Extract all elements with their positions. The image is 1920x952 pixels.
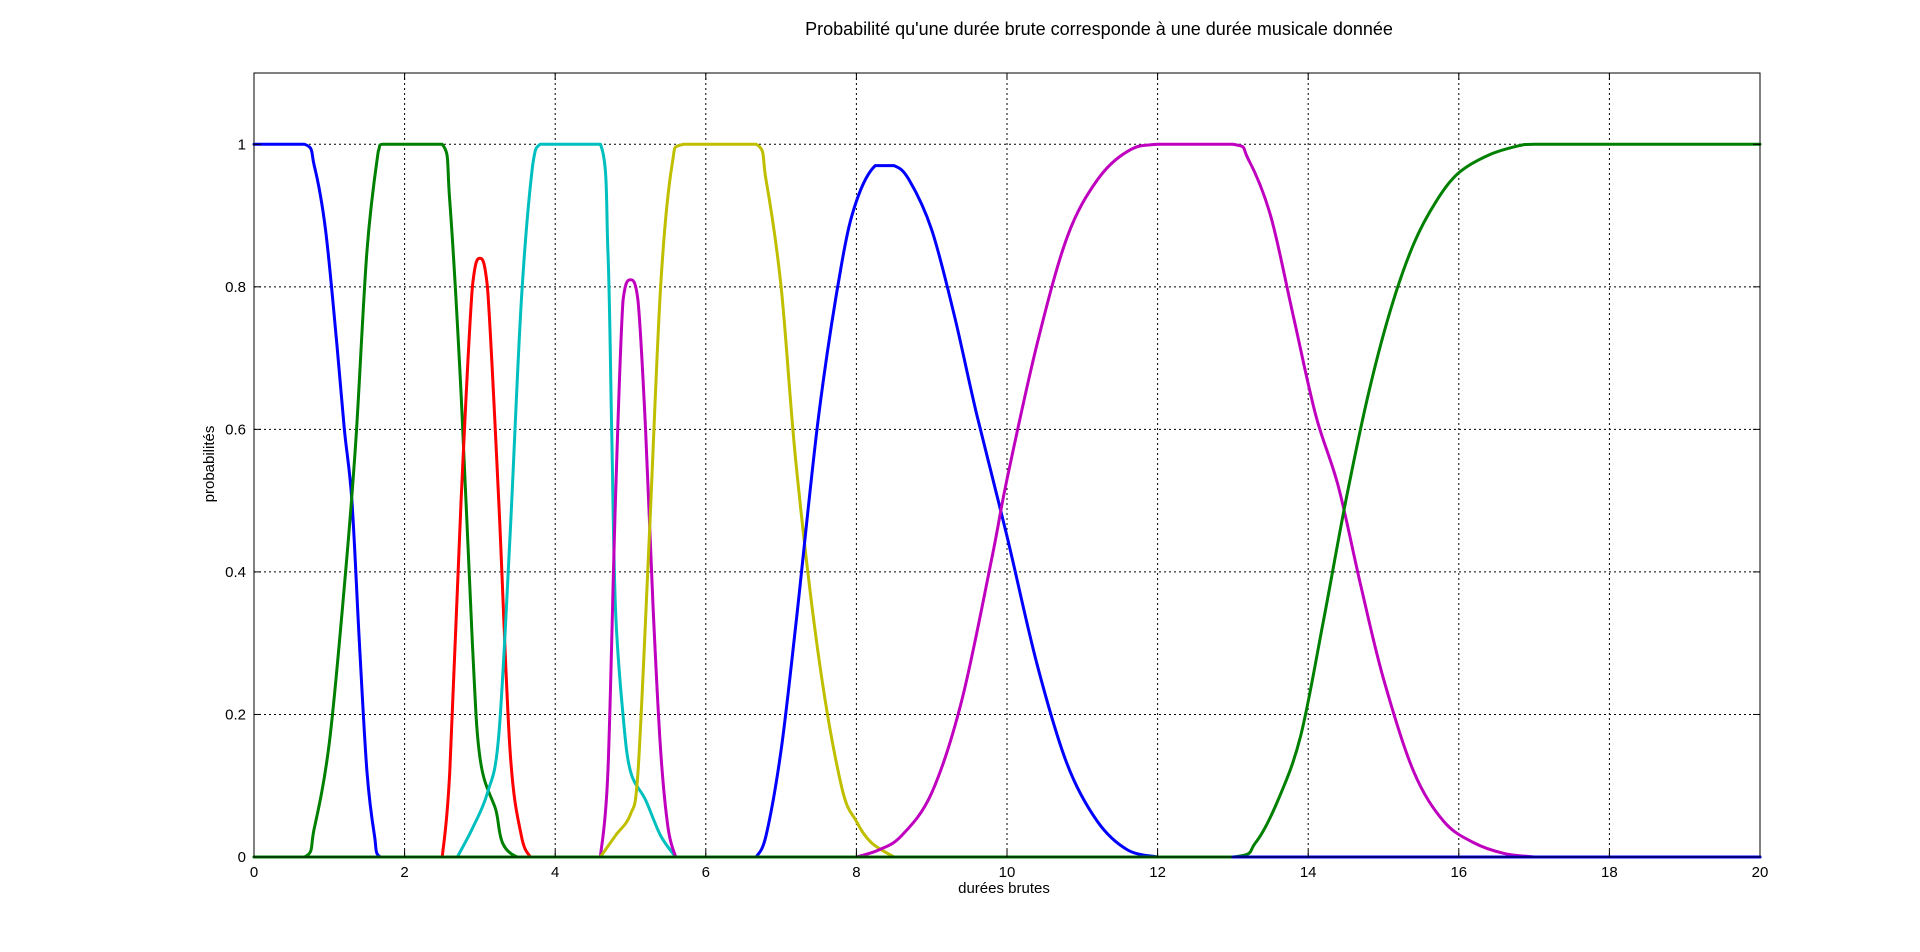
y-tick-label: 0.4 [225, 564, 246, 581]
y-axis-label: probabilités [201, 426, 218, 503]
tick-marks [253, 73, 1761, 858]
x-tick-label: 8 [852, 864, 860, 881]
x-tick-label: 10 [999, 864, 1016, 881]
x-tick-label: 2 [400, 864, 408, 881]
y-tick-label: 1 [238, 136, 246, 153]
series-line-7 [754, 164, 1160, 859]
y-tick-label: 0.8 [225, 279, 246, 296]
x-tick-label: 12 [1149, 864, 1166, 881]
x-tick-label: 0 [250, 864, 258, 881]
series-line-8 [854, 142, 1536, 859]
x-tick-label: 4 [551, 864, 559, 881]
chart-title: Probabilité qu'une durée brute correspon… [805, 19, 1393, 39]
series-line-5 [598, 278, 678, 859]
x-tick-label: 14 [1300, 864, 1317, 881]
y-tick-label: 0.6 [225, 421, 246, 438]
x-tick-label: 18 [1601, 864, 1618, 881]
y-tick-label: 0.2 [225, 706, 246, 723]
y-tick-label: 0 [238, 849, 246, 866]
x-tick-label: 20 [1752, 864, 1769, 881]
x-tick-label: 6 [702, 864, 710, 881]
x-axis-label: durées brutes [958, 880, 1050, 897]
x-tick-label: 16 [1450, 864, 1467, 881]
y-tick-labels: 0 0.2 0.4 0.6 0.8 1 [225, 136, 246, 866]
series-line-3 [440, 256, 532, 859]
series-line-6 [598, 142, 896, 859]
x-tick-labels: 0 2 4 6 8 10 12 14 16 18 20 [250, 864, 1769, 881]
series-line-4 [455, 142, 678, 859]
grid-lines [254, 73, 1760, 857]
